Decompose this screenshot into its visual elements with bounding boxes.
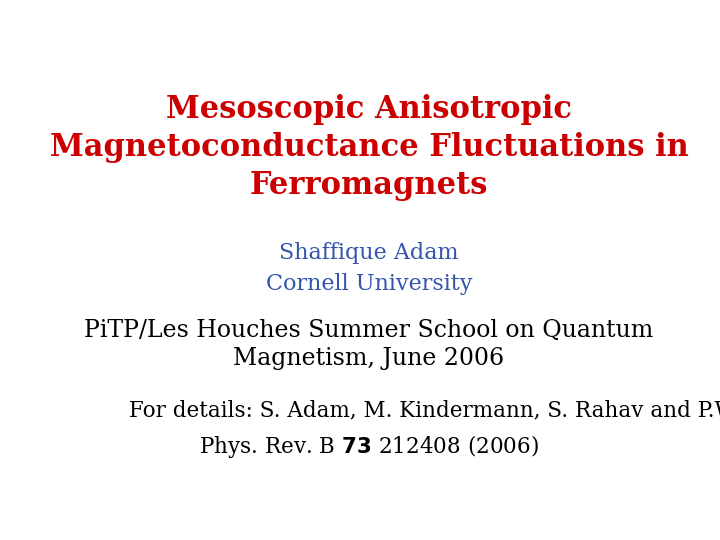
Text: PiTP/Les Houches Summer School on Quantum
Magnetism, June 2006: PiTP/Les Houches Summer School on Quantu… (84, 319, 654, 370)
Text: For details: S. Adam, M. Kindermann, S. Rahav and P.W. Brouwer,: For details: S. Adam, M. Kindermann, S. … (129, 400, 720, 422)
Text: Phys. Rev. B $\mathbf{73}$ 212408 (2006): Phys. Rev. B $\mathbf{73}$ 212408 (2006) (199, 433, 539, 460)
Text: Shaffique Adam: Shaffique Adam (279, 241, 459, 264)
Text: Mesoscopic Anisotropic
Magnetoconductance Fluctuations in
Ferromagnets: Mesoscopic Anisotropic Magnetoconductanc… (50, 94, 688, 201)
Text: Cornell University: Cornell University (266, 273, 472, 295)
